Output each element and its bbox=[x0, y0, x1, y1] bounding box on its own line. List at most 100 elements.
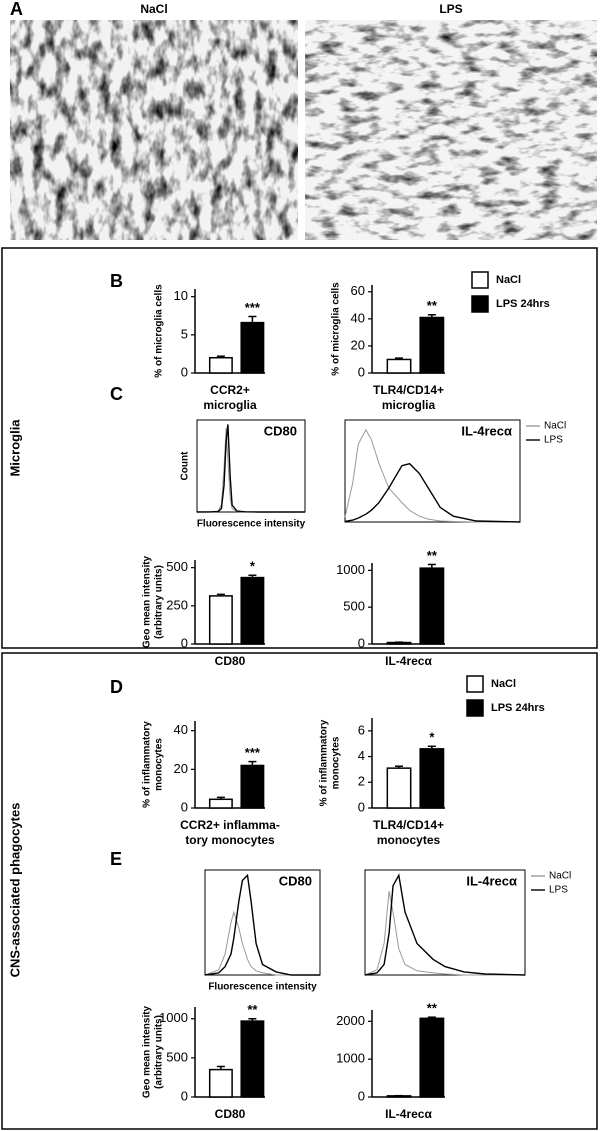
bar bbox=[240, 321, 265, 374]
y-tick-label: 0 bbox=[181, 364, 188, 379]
x-axis-label: TLR4/CD14+ bbox=[373, 818, 444, 832]
y-tick-label: 0 bbox=[181, 799, 188, 814]
significance: *** bbox=[245, 745, 261, 760]
significance: ** bbox=[427, 1001, 438, 1016]
significance: *** bbox=[245, 300, 261, 315]
x-axis-label: IL-4recα bbox=[385, 1107, 432, 1121]
x-axis-label: CCR2+ bbox=[210, 383, 250, 397]
bar bbox=[240, 764, 265, 809]
bar bbox=[419, 1017, 445, 1098]
legend-label: NaCl bbox=[549, 871, 571, 882]
legend-label: LPS 24hrs bbox=[496, 298, 550, 310]
histogram-line bbox=[364, 890, 525, 976]
legend-swatch bbox=[466, 699, 484, 717]
y-tick-label: 6 bbox=[358, 722, 365, 737]
y-axis-label: % of inflammatory bbox=[142, 721, 153, 808]
legend-label: LPS 24hrs bbox=[491, 702, 545, 714]
bar bbox=[208, 1068, 233, 1098]
micrograph-texture bbox=[10, 20, 298, 240]
chart-title: CD80 bbox=[279, 873, 312, 888]
x-axis-label: CCR2+ inflamma- bbox=[180, 818, 280, 832]
y-tick-label: 500 bbox=[166, 559, 188, 574]
histogram-line bbox=[204, 873, 320, 976]
y-tick-label: 500 bbox=[166, 1049, 188, 1064]
bar bbox=[208, 798, 233, 809]
micrograph-title: NaCl bbox=[140, 2, 167, 16]
significance: * bbox=[429, 730, 435, 745]
y-tick-label: 0 bbox=[181, 635, 188, 650]
chart-title: IL-4recα bbox=[466, 873, 517, 888]
legend-label: NaCl bbox=[491, 678, 516, 690]
x-axis-label: CD80 bbox=[215, 654, 246, 668]
legend-swatch bbox=[471, 295, 489, 313]
panel-label: A bbox=[10, 0, 23, 19]
bar bbox=[208, 356, 233, 374]
x-axis-label: microglia bbox=[203, 398, 257, 412]
legend-swatch bbox=[471, 271, 489, 289]
plot-frame bbox=[344, 419, 521, 523]
x-axis-label: tory monocytes bbox=[185, 833, 275, 847]
y-axis-label: monocytes bbox=[154, 738, 165, 791]
y-tick-label: 0 bbox=[358, 635, 365, 650]
y-tick-label: 250 bbox=[166, 597, 188, 612]
panel-label: D bbox=[110, 677, 123, 697]
bar bbox=[386, 767, 412, 809]
y-axis-label: monocytes bbox=[331, 736, 342, 789]
y-tick-label: 1000 bbox=[336, 1051, 365, 1066]
y-tick-label: 2 bbox=[358, 774, 365, 789]
histogram-line bbox=[196, 427, 305, 513]
bar bbox=[419, 748, 445, 809]
legend-label: NaCl bbox=[496, 274, 521, 286]
x-axis-label: monocytes bbox=[377, 833, 441, 847]
x-axis-label: Fluorescence intensity bbox=[208, 982, 317, 993]
y-tick-label: 5 bbox=[181, 326, 188, 341]
section-box bbox=[1, 247, 598, 649]
y-tick-label: 40 bbox=[174, 722, 188, 737]
bar bbox=[419, 316, 445, 374]
histogram-line bbox=[364, 873, 526, 976]
bar bbox=[386, 358, 412, 374]
y-tick-label: 10 bbox=[174, 288, 188, 303]
micrograph-texture bbox=[305, 20, 597, 240]
significance: ** bbox=[427, 548, 438, 563]
y-tick-label: 4 bbox=[358, 748, 365, 763]
x-axis-label: Fluorescence intensity bbox=[197, 519, 306, 530]
significance: ** bbox=[247, 1002, 258, 1017]
legend-label: LPS bbox=[544, 435, 563, 446]
y-tick-label: 0 bbox=[181, 1088, 188, 1103]
plot-frame bbox=[204, 869, 321, 976]
y-tick-label: 20 bbox=[174, 761, 188, 776]
panel-label: E bbox=[110, 849, 122, 869]
x-axis-label: IL-4recα bbox=[385, 654, 432, 668]
bar bbox=[240, 1020, 265, 1098]
legend-label: NaCl bbox=[544, 421, 566, 432]
y-tick-label: 0 bbox=[358, 1088, 365, 1103]
y-tick-label: 60 bbox=[351, 283, 365, 298]
y-tick-label: 500 bbox=[343, 599, 365, 614]
plot-frame bbox=[364, 869, 526, 976]
y-axis-label: % of microglia cells bbox=[154, 284, 165, 378]
section-label: Microglia bbox=[7, 419, 22, 477]
chart-title: IL-4recα bbox=[461, 423, 512, 438]
chart-title: CD80 bbox=[264, 423, 297, 438]
histogram-line bbox=[344, 428, 520, 523]
x-axis-label: TLR4/CD14+ bbox=[373, 383, 444, 397]
legend-label: LPS bbox=[549, 885, 568, 896]
x-axis-label: microglia bbox=[382, 398, 436, 412]
y-axis-label: Count bbox=[180, 451, 191, 481]
y-tick-label: 40 bbox=[351, 310, 365, 325]
y-axis-label: Geo mean intensity bbox=[142, 1005, 153, 1098]
panel-label: B bbox=[110, 271, 123, 291]
y-axis-label: % of microglia cells bbox=[331, 282, 342, 376]
section-box bbox=[1, 652, 598, 1130]
section-label: CNS-associated phagocytes bbox=[7, 803, 22, 978]
y-tick-label: 1000 bbox=[336, 562, 365, 577]
y-axis-label: (arbitrary units) bbox=[154, 565, 165, 639]
bar bbox=[208, 595, 233, 645]
y-tick-label: 20 bbox=[351, 337, 365, 352]
significance: ** bbox=[427, 298, 438, 313]
y-tick-label: 1000 bbox=[159, 1010, 188, 1025]
histogram-line bbox=[344, 462, 521, 523]
y-axis-label: Geo mean intensity bbox=[142, 555, 153, 648]
